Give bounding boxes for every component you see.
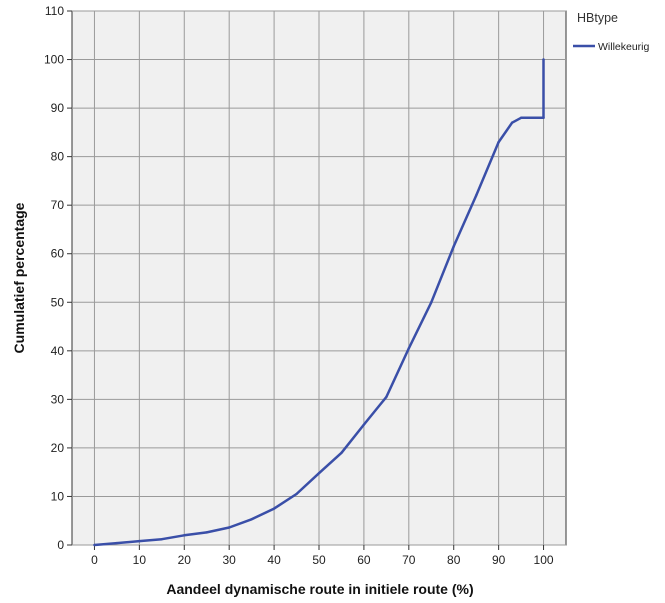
y-tick-label: 110 <box>45 4 64 18</box>
data-point <box>93 543 96 547</box>
y-tick-label: 10 <box>51 489 65 503</box>
y-tick-label: 80 <box>51 150 65 164</box>
data-point <box>115 541 119 545</box>
data-point <box>385 395 388 399</box>
x-axis-title: Aandeel dynamische route in initiele rou… <box>166 581 473 597</box>
x-tick-label: 90 <box>492 553 506 567</box>
x-tick-label: 20 <box>178 553 192 567</box>
data-point <box>183 534 186 537</box>
y-tick-label: 90 <box>51 101 65 115</box>
x-tick-label: 50 <box>312 553 326 567</box>
data-point <box>362 423 366 426</box>
y-tick-label: 30 <box>51 392 65 406</box>
data-point <box>160 537 164 541</box>
y-tick-label: 60 <box>51 247 65 261</box>
data-point <box>542 116 545 120</box>
data-point <box>452 245 455 248</box>
x-tick-label: 70 <box>402 553 416 567</box>
data-point <box>272 507 276 510</box>
x-tick-label: 10 <box>133 553 147 567</box>
data-point <box>295 492 298 496</box>
grid <box>72 10 566 546</box>
data-point <box>317 471 321 475</box>
data-point <box>430 301 433 304</box>
data-point <box>542 58 545 61</box>
data-point <box>205 531 208 534</box>
x-tick-label: 30 <box>223 553 237 567</box>
legend: HBtype Willekeurig <box>573 11 650 53</box>
y-tick-label: 20 <box>51 441 65 455</box>
x-tick-label: 40 <box>267 553 281 567</box>
x-tick-label: 100 <box>534 553 554 567</box>
y-tick-label: 50 <box>51 295 65 309</box>
data-point <box>519 116 523 120</box>
data-point <box>474 194 478 197</box>
data-point <box>138 539 141 543</box>
data-point <box>227 526 231 529</box>
data-point <box>340 451 343 454</box>
series-layer <box>93 58 545 547</box>
y-tick-label: 70 <box>51 198 65 212</box>
y-tick-label: 100 <box>44 53 64 67</box>
axis-ticks: 0 10 20 30 40 50 60 70 80 90 100 0 10 20 30 40 50 60 70 80 9… <box>44 4 554 567</box>
legend-label-willekeurig: Willekeurig <box>598 41 650 53</box>
data-point <box>510 121 514 124</box>
x-tick-label: 80 <box>447 553 461 567</box>
y-tick-label: 40 <box>51 344 65 358</box>
y-tick-label: 0 <box>57 538 64 552</box>
data-point <box>497 140 500 144</box>
data-point <box>407 347 411 350</box>
data-point <box>250 518 253 521</box>
x-tick-label: 60 <box>357 553 371 567</box>
x-tick-label: 0 <box>91 553 98 567</box>
y-axis-title: Cumulatief percentage <box>11 202 27 353</box>
legend-title: HBtype <box>577 11 618 25</box>
